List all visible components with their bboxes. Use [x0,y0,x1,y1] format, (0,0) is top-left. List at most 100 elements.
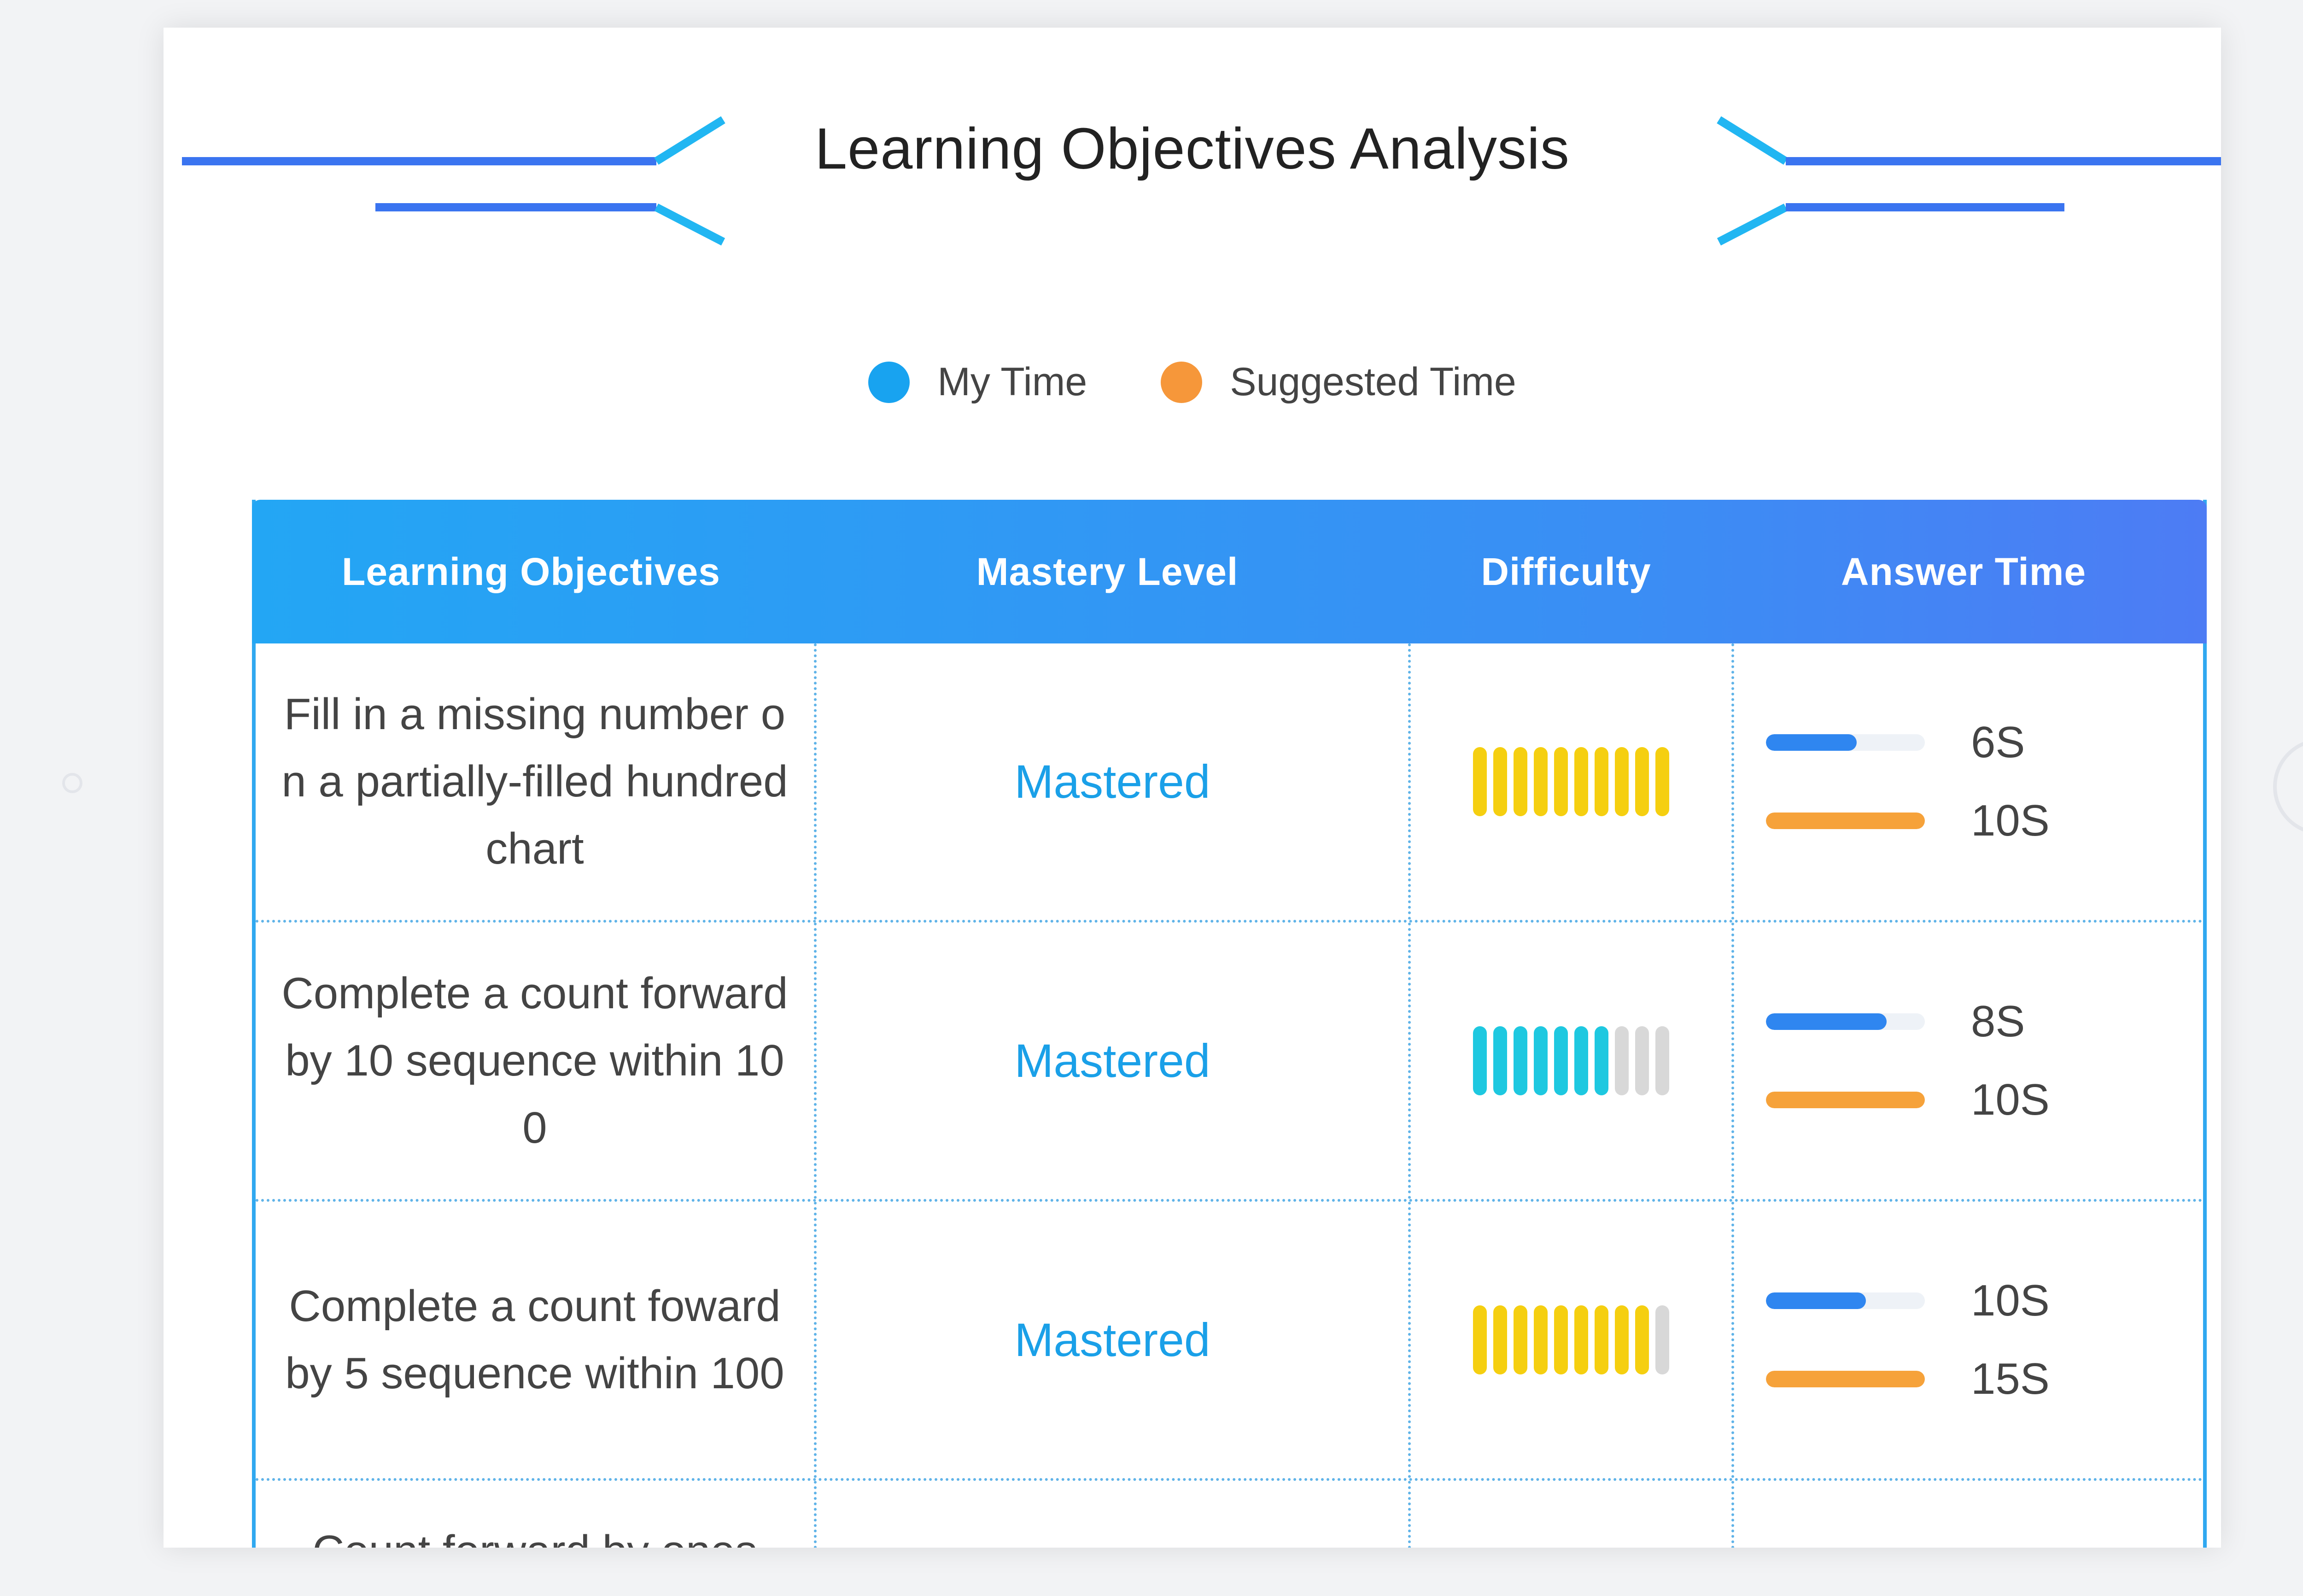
difficulty-cell [1408,1202,1731,1478]
suggested-time-row: 15S [1766,1354,2171,1404]
my-time-value: 6S [1971,718,2025,767]
mastery-level: Mastered [1014,1313,1210,1366]
difficulty-segment [1554,1026,1568,1095]
difficulty-meter [1473,1305,1669,1374]
difficulty-cell [1408,643,1731,920]
difficulty-segment [1473,1026,1487,1095]
difficulty-segment [1595,1305,1608,1374]
difficulty-segment [1655,1305,1669,1374]
table-body: Fill in a missing number on a partially-… [256,643,2203,1548]
nav-circle-right[interactable] [2273,738,2303,835]
suggested-time-row: 10S [1766,1075,2171,1125]
difficulty-segment [1635,1305,1649,1374]
suggested-time-track [1766,1371,1925,1387]
my-time-bar [1766,1292,1866,1309]
suggested-time-track [1766,1092,1925,1108]
table-row-partial: Count forward by ones [256,1481,2203,1548]
suggested-time-bar [1766,1092,1925,1108]
difficulty-segment [1615,1026,1629,1095]
objective-text: Complete a count foward by 5 sequence wi… [285,1281,784,1398]
difficulty-segment [1534,1026,1548,1095]
objective-cell: Complete a count foward by 5 sequence wi… [256,1202,814,1478]
nav-dot-left[interactable] [62,773,82,793]
mastery-cell [814,1481,1408,1548]
objective-text: Fill in a missing number on a partially-… [281,690,788,873]
difficulty-segment [1514,747,1527,816]
suggested-time-track [1766,813,1925,829]
difficulty-segment [1514,1305,1527,1374]
difficulty-segment [1493,1305,1507,1374]
my-time-track [1766,1013,1925,1030]
my-time-bar [1766,734,1857,751]
difficulty-segment [1574,1305,1588,1374]
legend-item-my-time: My Time [868,359,1087,405]
my-time-track [1766,1292,1925,1309]
objective-cell: Fill in a missing number on a partially-… [256,643,814,920]
difficulty-segment [1635,747,1649,816]
mastery-cell: Mastered [814,923,1408,1199]
answer-time-cell: 10S 15S [1731,1202,2203,1478]
suggested-time-value: 10S [1971,796,2050,845]
legend-label: My Time [937,360,1087,404]
difficulty-meter [1473,1026,1669,1095]
table-row: Fill in a missing number on a partially-… [256,643,2203,923]
column-header-objectives: Learning Objectives [342,550,720,593]
difficulty-cell [1408,1481,1731,1548]
answer-time-cell: 8S 10S [1731,923,2203,1199]
difficulty-segment [1615,747,1629,816]
table-header: Learning Objectives Mastery Level Diffic… [252,500,2207,643]
difficulty-segment [1554,1305,1568,1374]
my-time-value: 8S [1971,997,2025,1046]
my-time-row: 10S [1766,1275,2171,1326]
difficulty-segment [1514,1026,1527,1095]
difficulty-segment [1655,747,1669,816]
objective-text: Count forward by ones [281,1518,788,1548]
mastery-level: Mastered [1014,1034,1210,1087]
difficulty-segment [1534,747,1548,816]
answer-time-cell [1731,1481,2203,1548]
legend-dot-icon [868,361,910,403]
my-time-bar [1766,1013,1887,1030]
my-time-row: 8S [1766,996,2171,1047]
answer-time-cell: 6S 10S [1731,643,2203,920]
my-time-value: 10S [1971,1276,2050,1325]
difficulty-cell [1408,923,1731,1199]
difficulty-segment [1635,1026,1649,1095]
legend-dot-icon [1161,361,1203,403]
title-decoration-right [1717,116,2221,246]
objectives-table: Learning Objectives Mastery Level Diffic… [252,500,2207,1548]
report-card: Learning Objectives Analysis My Time Sug… [164,28,2221,1548]
mastery-cell: Mastered [814,1202,1408,1478]
suggested-time-value: 10S [1971,1075,2050,1124]
difficulty-segment [1473,1305,1487,1374]
column-header-difficulty: Difficulty [1481,550,1651,593]
suggested-time-bar [1766,1371,1925,1387]
column-header-mastery: Mastery Level [976,550,1239,593]
legend-label: Suggested Time [1230,360,1516,404]
legend-item-suggested-time: Suggested Time [1161,359,1516,405]
difficulty-segment [1615,1305,1629,1374]
difficulty-segment [1574,747,1588,816]
difficulty-segment [1473,747,1487,816]
objective-cell: Complete a count forward by 10 sequence … [256,923,814,1199]
difficulty-segment [1554,747,1568,816]
difficulty-segment [1595,747,1608,816]
title-decoration-left [182,116,725,246]
suggested-time-bar [1766,813,1925,829]
difficulty-segment [1655,1026,1669,1095]
suggested-time-value: 15S [1971,1354,2050,1403]
suggested-time-row: 10S [1766,795,2171,846]
difficulty-segment [1493,1026,1507,1095]
my-time-track [1766,734,1925,751]
mastery-level: Mastered [1014,755,1210,808]
my-time-row: 6S [1766,717,2171,768]
table-row: Complete a count foward by 5 sequence wi… [256,1202,2203,1481]
difficulty-segment [1595,1026,1608,1095]
page-title: Learning Objectives Analysis [815,116,1570,181]
objective-text: Complete a count forward by 10 sequence … [281,969,788,1152]
difficulty-segment [1574,1026,1588,1095]
column-header-answer-time: Answer Time [1841,550,2087,593]
table-row: Complete a count forward by 10 sequence … [256,923,2203,1202]
difficulty-segment [1493,747,1507,816]
difficulty-segment [1534,1305,1548,1374]
